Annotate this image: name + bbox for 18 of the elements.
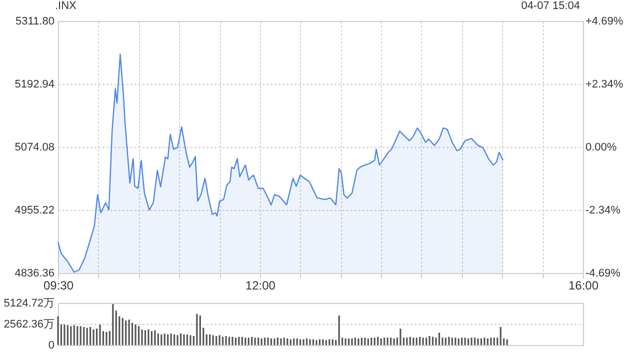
y-tick-label: 5074.08 [14,142,54,154]
y-tick-label: 5311.80 [16,16,54,28]
y2-tick-label: -4.69% [586,268,621,280]
chart-subtitle: 04-07 15:04 [521,0,580,12]
y-tick-label: 5124.72万 [4,298,54,310]
y2-tick-label: +4.69% [586,16,624,28]
x-tick-label: 09:30 [43,278,74,292]
y-tick-label: 4836.36 [14,268,54,280]
chart-title: .INX [55,0,76,12]
x-tick-label: 12:00 [245,278,276,292]
y-tick-label: 2562.36万 [4,318,54,330]
y-tick-label: 0 [48,340,54,352]
y-tick-label: 5192.94 [14,78,54,90]
x-tick-label: 16:00 [568,278,599,292]
y-tick-label: 4955.22 [14,204,54,216]
y2-tick-label: -2.34% [586,204,621,216]
y2-tick-label: +2.34% [586,78,624,91]
y2-tick-label: 0.00% [586,142,617,154]
